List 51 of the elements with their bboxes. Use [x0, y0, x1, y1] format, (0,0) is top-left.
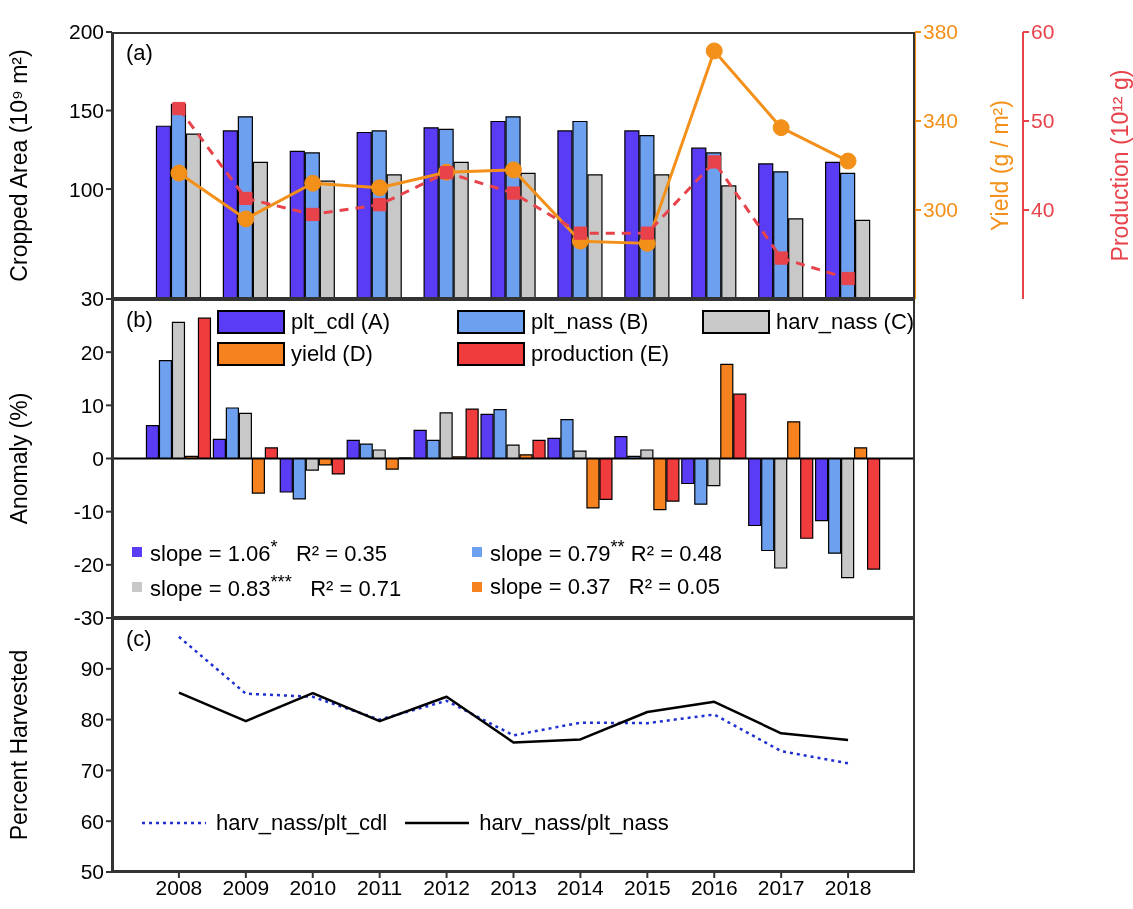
x-tick-label: 2011 [357, 875, 403, 899]
y3-tick-label: 40 [1031, 198, 1055, 222]
x-tick-label: 2012 [423, 875, 470, 899]
y-axis-title: Cropped Area (10⁹ m²) [6, 49, 33, 282]
y-tick-label: 0 [92, 446, 104, 470]
y-tick-label: 150 [68, 98, 104, 122]
y-axis-title: Anomaly (%) [6, 392, 33, 525]
y-tick-label: 30 [80, 287, 104, 311]
legend-label: production (E) [531, 341, 670, 367]
x-tick-label: 2016 [690, 875, 738, 899]
annotation: slope = 0.37 R² = 0.05 [490, 573, 720, 600]
y-tick-label: 60 [80, 809, 104, 833]
y3-axis-title: Production (10¹² g) [1107, 69, 1133, 262]
y-tick-label: 80 [80, 708, 104, 732]
y-tick-label: 10 [80, 393, 104, 417]
annotation: slope = 0.79$^{**}$ R² = 0.48 [490, 536, 722, 568]
y-tick-label: 100 [68, 177, 104, 201]
x-tick-label: 2009 [222, 875, 270, 899]
y2-axis-title: Yield (g / m²) [987, 100, 1014, 231]
x-tick-label: 2010 [289, 875, 337, 899]
y3-tick-label: 60 [1031, 20, 1055, 44]
chart-title: (c) [126, 626, 152, 652]
chart-title: (a) [126, 40, 153, 66]
y2-tick-label: 340 [923, 109, 959, 133]
y-axis-title: Percent Harvested [6, 649, 33, 841]
legend-label: plt_cdl (A) [291, 309, 391, 335]
x-tick-label: 2015 [623, 875, 671, 899]
x-tick-label: 2017 [757, 875, 805, 899]
y2-tick-label: 300 [923, 198, 959, 222]
y-tick-label: 20 [80, 340, 104, 364]
y-tick-label: 200 [68, 20, 104, 44]
y-tick-label: -20 [73, 553, 104, 577]
annotation: slope = 1.06$^{*}$ R² = 0.35 [150, 536, 388, 568]
x-tick-label: 2018 [824, 875, 872, 899]
legend-label: plt_nass (B) [531, 309, 649, 335]
y-tick-label: 50 [80, 860, 104, 884]
legend-label: harv_nass (C) [776, 309, 915, 335]
annotation: slope = 0.83$^{***}$ R² = 0.71 [150, 571, 402, 603]
legend-label: harv_nass/plt_nass [479, 810, 669, 836]
chart-title: (b) [126, 307, 153, 333]
y2-tick-label: 380 [923, 20, 959, 44]
legend-label: yield (D) [291, 341, 373, 367]
y3-tick-label: 50 [1031, 109, 1055, 133]
y-tick-label: -30 [73, 606, 104, 630]
y-tick-label: 90 [80, 657, 104, 681]
y-tick-label: 70 [80, 758, 104, 782]
y-tick-label: -10 [73, 500, 104, 524]
legend-label: harv_nass/plt_cdl [216, 810, 388, 836]
x-tick-label: 2008 [155, 875, 203, 899]
x-tick-label: 2014 [557, 875, 605, 899]
x-tick-label: 2013 [490, 875, 537, 899]
